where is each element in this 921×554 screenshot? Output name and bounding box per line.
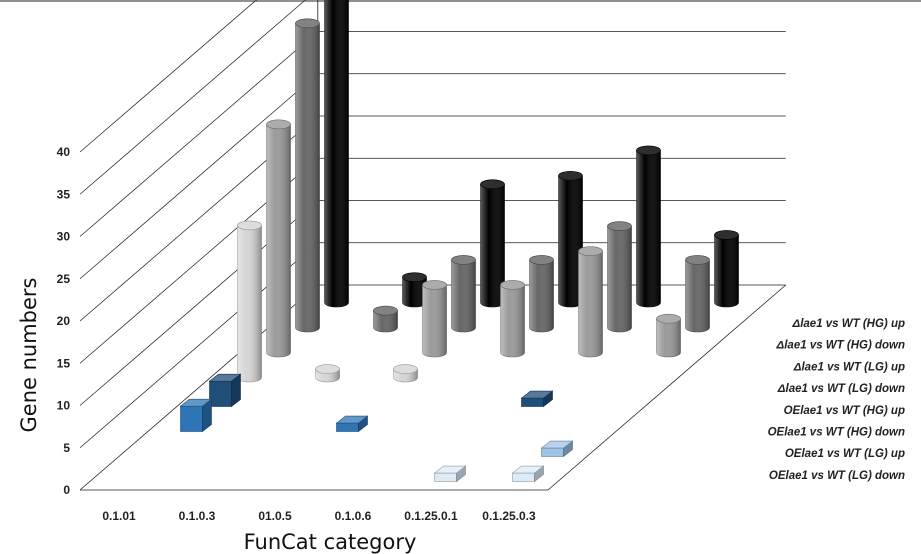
bar <box>607 221 632 333</box>
chart-walls <box>0 0 921 491</box>
y-tick-label: 30 <box>57 230 71 244</box>
bar <box>335 415 369 433</box>
y-tick-label: 15 <box>57 356 71 370</box>
bar <box>636 145 661 308</box>
bar <box>520 390 554 408</box>
y-tick-label: 35 <box>57 187 71 201</box>
bar <box>451 255 476 333</box>
gridline-side <box>79 0 306 195</box>
bar <box>373 305 398 333</box>
bar <box>540 440 574 458</box>
bar <box>433 465 467 483</box>
bar <box>529 255 554 333</box>
series-label: Δlae1 vs WT (HG) down <box>776 340 905 352</box>
bar <box>500 280 525 358</box>
x-category-label: 0.1.01 <box>102 509 136 523</box>
bar <box>266 119 291 358</box>
y-tick-label: 5 <box>63 441 70 455</box>
floor-right-edge <box>547 284 787 491</box>
x-axis-categories: 0.1.01 0.1.0.3 01.0.5 0.1.0.6 0.1.25.0.1 0.1.… <box>102 509 536 523</box>
bar <box>422 280 447 358</box>
series-label: OElae1 vs WT (HG) up <box>784 405 905 417</box>
series-labels: Δlae1 vs WT (HG) up Δlae1 vs WT (HG) down… <box>768 318 905 482</box>
x-category-label: 01.0.5 <box>258 509 292 523</box>
bars <box>179 0 739 483</box>
x-category-label: 0.1.0.6 <box>335 509 372 523</box>
bar <box>295 18 320 333</box>
x-category-label: 0.1.25.0.3 <box>482 509 536 523</box>
bar <box>179 398 213 433</box>
series-label: OElae1 vs WT (LG) down <box>769 470 905 482</box>
x-category-label: 0.1.25.0.1 <box>404 509 458 523</box>
bar <box>685 255 710 333</box>
y-tick-label: 20 <box>57 314 71 328</box>
series-label: OElae1 vs WT (LG) up <box>785 448 905 460</box>
x-axis-title: FunCat category <box>244 530 417 554</box>
bar <box>315 364 340 383</box>
y-tick-label: 40 <box>57 145 71 159</box>
bar <box>714 230 739 308</box>
series-label: Δlae1 vs WT (LG) up <box>793 361 905 373</box>
bar <box>480 179 505 308</box>
gridline-side <box>79 0 257 153</box>
bar <box>558 170 583 308</box>
y-tick-label: 25 <box>57 272 71 286</box>
gridline-side <box>79 31 319 237</box>
bar <box>208 373 242 408</box>
bar <box>237 220 262 383</box>
series-label: OElae1 vs WT (HG) down <box>768 427 905 439</box>
gridline-side <box>79 73 319 280</box>
series-label: Δlae1 vs WT (HG) up <box>791 318 905 330</box>
bar <box>324 0 349 308</box>
y-tick-label: 0 <box>63 483 70 497</box>
y-axis-title: Gene numbers <box>17 278 41 433</box>
y-tick-label: 10 <box>57 399 71 413</box>
x-category-label: 0.1.0.3 <box>179 509 216 523</box>
bar <box>511 465 545 483</box>
bar <box>578 246 603 358</box>
series-label: Δlae1 vs WT (LG) down <box>777 383 905 395</box>
bar <box>393 364 418 383</box>
y-axis-ticks: 0 5 10 15 20 25 30 35 40 <box>57 145 71 497</box>
bar <box>656 313 681 358</box>
